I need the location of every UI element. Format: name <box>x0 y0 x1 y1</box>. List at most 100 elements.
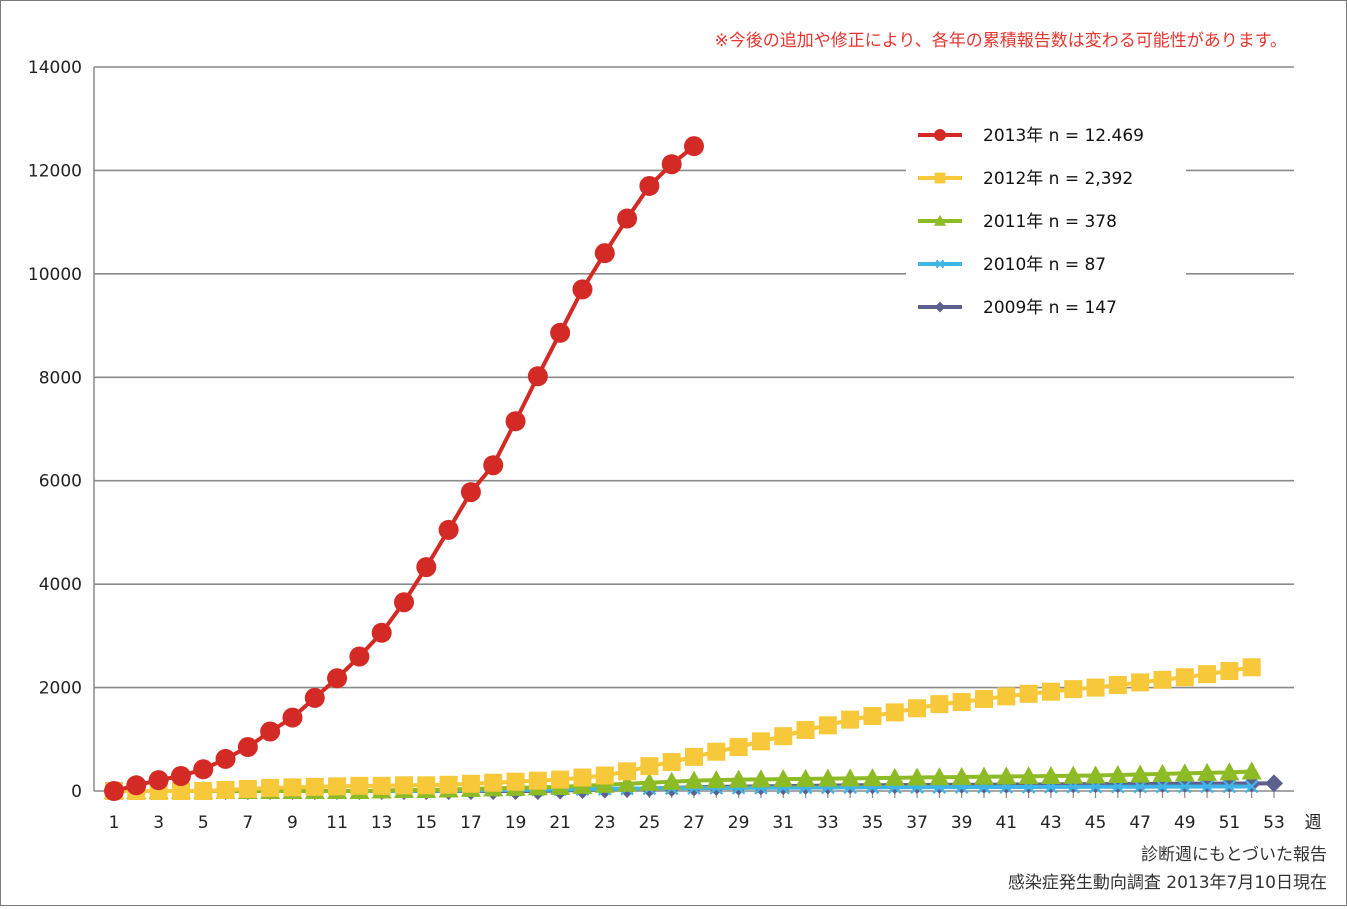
legend-marker <box>934 129 946 141</box>
data-point <box>371 622 392 643</box>
x-tick-label: 7 <box>242 813 253 833</box>
data-point <box>1018 766 1039 785</box>
data-point <box>795 768 816 787</box>
data-point <box>884 767 905 786</box>
x-tick-label: 43 <box>1040 813 1062 833</box>
x-tick-label: 53 <box>1263 813 1285 833</box>
data-point <box>1133 779 1147 794</box>
data-point <box>639 772 660 791</box>
legend: 2013年 n = 12.469 2012年 n = 2,392 2011年 n =… <box>906 109 1186 319</box>
y-tick-label: 2000 <box>39 679 82 699</box>
data-point <box>974 766 994 785</box>
data-point <box>1130 764 1151 783</box>
data-point <box>1265 774 1283 793</box>
legend-marker <box>935 259 945 269</box>
data-point <box>841 710 860 729</box>
data-point <box>975 689 993 708</box>
x-tick-label: 5 <box>198 813 209 833</box>
data-point <box>684 136 704 157</box>
data-point <box>216 780 235 799</box>
data-point <box>729 738 748 757</box>
data-point <box>885 703 904 722</box>
data-point <box>1174 763 1195 782</box>
x-tick-label: 9 <box>287 813 298 833</box>
data-point <box>997 687 1016 706</box>
data-point <box>1085 765 1106 784</box>
data-point <box>104 781 124 801</box>
data-point <box>661 154 682 175</box>
data-point <box>1040 766 1061 785</box>
data-point <box>750 769 771 788</box>
data-point <box>640 757 659 776</box>
legend-label: 2011年 n = 378 <box>983 212 1117 232</box>
data-point <box>817 768 838 787</box>
data-point <box>395 776 413 795</box>
data-point <box>349 646 370 667</box>
data-point <box>907 767 928 786</box>
data-point <box>952 693 971 712</box>
data-point <box>304 687 325 708</box>
footnote-1: 診断週にもとづいた報告 <box>1141 845 1327 865</box>
data-point <box>1242 658 1261 677</box>
data-point <box>572 279 593 300</box>
footnote-2: 感染症発生動向調査 2013年7月10日現在 <box>1008 873 1327 893</box>
x-tick-label: 21 <box>549 813 571 833</box>
data-point <box>483 455 504 476</box>
data-point <box>617 208 638 229</box>
data-point <box>796 720 815 739</box>
data-point <box>1220 662 1239 681</box>
x-tick-label: 37 <box>906 813 928 833</box>
x-tick-label: 49 <box>1174 813 1196 833</box>
data-point <box>238 779 257 798</box>
data-point <box>685 747 703 766</box>
legend-marker <box>934 215 946 226</box>
data-point <box>1152 763 1173 782</box>
data-point <box>1041 682 1060 701</box>
data-point <box>617 773 638 792</box>
data-point <box>1175 668 1194 687</box>
data-point <box>706 770 727 789</box>
data-point <box>929 767 950 786</box>
data-point <box>1108 675 1127 694</box>
legend-label: 2013年 n = 12.469 <box>983 126 1144 146</box>
x-tick-label: 13 <box>371 813 393 833</box>
data-point <box>327 668 348 689</box>
data-point <box>930 695 949 714</box>
data-point <box>417 776 436 795</box>
data-point <box>1153 670 1172 689</box>
data-point <box>372 776 391 795</box>
y-tick-label: 8000 <box>39 368 82 388</box>
data-point <box>126 775 147 796</box>
legend-marker <box>934 172 946 184</box>
data-point <box>661 771 682 790</box>
data-point <box>618 762 637 781</box>
x-tick-label: 45 <box>1085 813 1107 833</box>
data-point <box>662 753 681 772</box>
data-point <box>506 772 525 791</box>
x-tick-label: 35 <box>862 813 884 833</box>
data-point <box>1244 779 1259 794</box>
data-point <box>751 732 770 751</box>
data-point <box>171 782 190 800</box>
x-tick-label: 29 <box>728 813 750 833</box>
data-point <box>818 716 837 735</box>
data-point <box>996 766 1017 785</box>
data-point <box>551 770 570 789</box>
series-0 <box>104 136 704 801</box>
data-point <box>1198 665 1217 684</box>
x-tick-label: 19 <box>505 813 527 833</box>
series-line <box>114 769 1252 793</box>
data-point <box>215 748 236 769</box>
data-point <box>170 766 191 787</box>
data-point <box>1155 779 1170 794</box>
x-tick-label: 15 <box>415 813 437 833</box>
data-point <box>595 766 614 785</box>
y-tick-label: 0 <box>71 782 82 802</box>
x-tick-label: 17 <box>460 813 482 833</box>
data-point <box>1019 684 1038 703</box>
legend-label: 2010年 n = 87 <box>983 255 1106 275</box>
data-point <box>527 366 548 387</box>
data-point <box>261 778 280 797</box>
y-tick-label: 6000 <box>39 472 82 492</box>
x-tick-label: 1 <box>109 813 120 833</box>
